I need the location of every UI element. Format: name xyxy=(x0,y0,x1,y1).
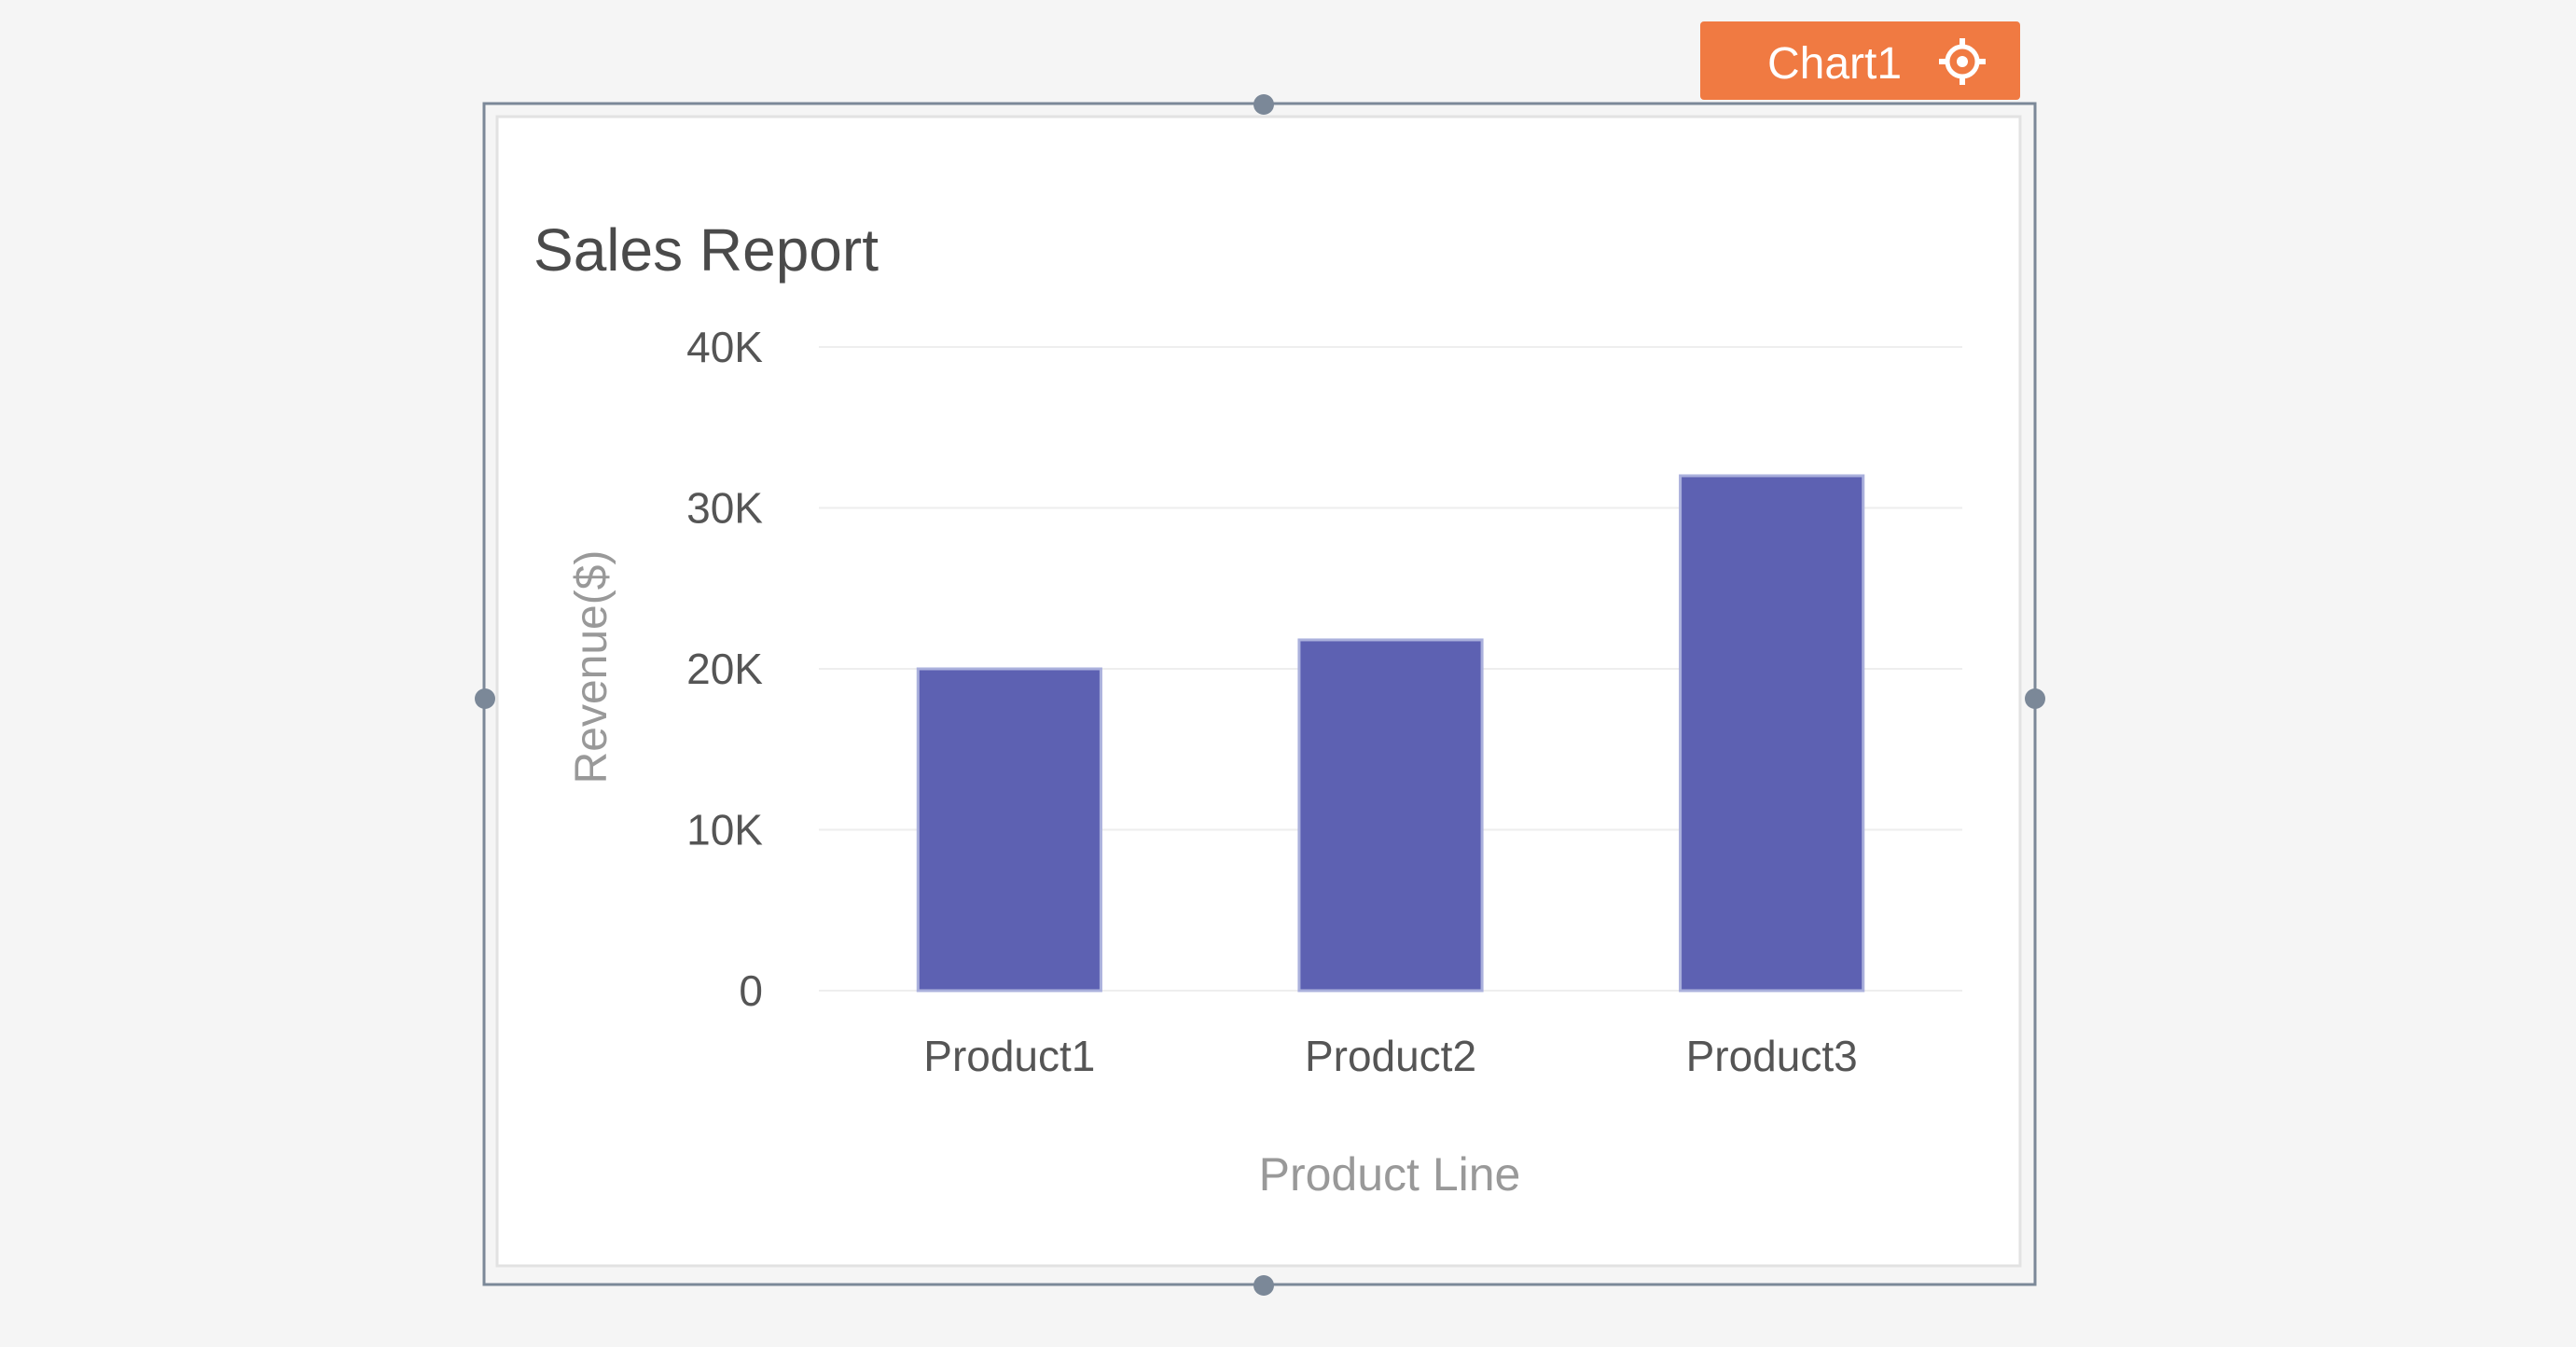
resize-handle-right[interactable] xyxy=(2025,688,2045,709)
widget-name-tag[interactable]: Chart1 xyxy=(1700,21,2020,100)
x-axis-title: Product Line xyxy=(1259,1148,1521,1201)
bar-product1[interactable] xyxy=(916,667,1102,993)
x-tick-label: Product2 xyxy=(1305,1032,1476,1080)
widget-name-label: Chart1 xyxy=(1767,39,1902,89)
resize-handle-bottom[interactable] xyxy=(1253,1275,1274,1296)
x-tick-label: Product1 xyxy=(923,1032,1095,1080)
x-axis-ticks: Product1 Product2 Product3 xyxy=(923,1032,1857,1080)
resize-handle-top[interactable] xyxy=(1253,94,1274,115)
y-tick-label: 0 xyxy=(739,966,763,1015)
y-tick-label: 40K xyxy=(686,323,763,371)
bar-product2[interactable] xyxy=(1297,638,1484,993)
bars xyxy=(916,474,1865,993)
resize-handle-left[interactable] xyxy=(475,688,495,709)
bar-product3[interactable] xyxy=(1679,474,1865,993)
gear-icon[interactable] xyxy=(1939,38,1986,85)
y-axis-ticks: 0 10K 20K 30K 40K xyxy=(686,323,763,1015)
y-tick-label: 10K xyxy=(686,806,763,854)
chart-title: Sales Report xyxy=(533,216,879,284)
x-tick-label: Product3 xyxy=(1686,1032,1858,1080)
y-axis-title: Revenue($) xyxy=(567,550,616,785)
y-tick-label: 20K xyxy=(686,645,763,693)
y-tick-label: 30K xyxy=(686,484,763,533)
